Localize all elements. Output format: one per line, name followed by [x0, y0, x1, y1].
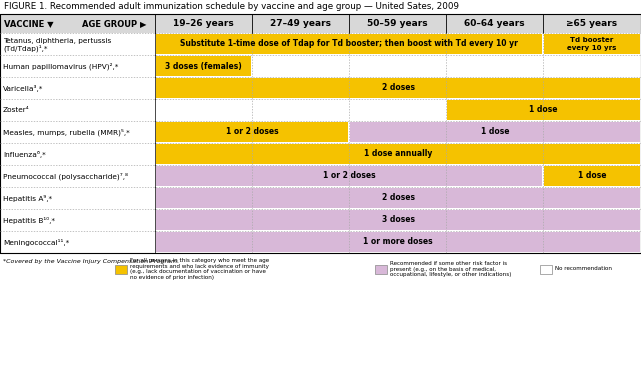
Bar: [0, 187, 641, 209]
Text: 60–64 years: 60–64 years: [464, 19, 525, 28]
Text: 1 dose: 1 dose: [481, 128, 509, 137]
Bar: [0, 231, 641, 253]
Text: ≥65 years: ≥65 years: [567, 19, 617, 28]
Text: 1 dose: 1 dose: [578, 171, 606, 180]
Text: 1 or 2 doses: 1 or 2 doses: [322, 171, 376, 180]
Text: 2 doses: 2 doses: [381, 83, 415, 93]
Text: No recommendation: No recommendation: [555, 266, 612, 272]
Text: every 10 yrs: every 10 yrs: [567, 45, 617, 51]
Bar: [544, 166, 640, 186]
Text: Hepatitis A⁹,*: Hepatitis A⁹,*: [3, 195, 52, 202]
Bar: [447, 100, 640, 120]
Bar: [115, 264, 127, 273]
Bar: [0, 99, 641, 121]
Bar: [156, 188, 640, 208]
Bar: [156, 144, 640, 164]
Text: 1 dose: 1 dose: [529, 106, 558, 115]
Bar: [375, 264, 387, 273]
Text: Pneumococcal (polysaccharide)⁷,⁸: Pneumococcal (polysaccharide)⁷,⁸: [3, 172, 128, 180]
Bar: [0, 121, 641, 143]
Bar: [156, 78, 640, 98]
Bar: [540, 264, 552, 273]
Bar: [0, 143, 641, 165]
Bar: [156, 56, 251, 76]
Text: Measles, mumps, rubella (MMR)⁵,*: Measles, mumps, rubella (MMR)⁵,*: [3, 128, 129, 136]
Text: Human papillomavirus (HPV)²,*: Human papillomavirus (HPV)²,*: [3, 62, 119, 70]
Text: 2 doses: 2 doses: [381, 193, 415, 202]
Text: 27–49 years: 27–49 years: [270, 19, 331, 28]
Text: Influenza⁶,*: Influenza⁶,*: [3, 151, 46, 157]
Text: Recommended if some other risk factor is
present (e.g., on the basis of medical,: Recommended if some other risk factor is…: [390, 261, 512, 277]
Bar: [156, 122, 348, 142]
Bar: [544, 34, 640, 54]
Text: Td booster: Td booster: [570, 38, 613, 44]
Bar: [156, 210, 640, 230]
Text: Substitute 1-time dose of Tdap for Td booster; then boost with Td every 10 yr: Substitute 1-time dose of Tdap for Td bo…: [180, 39, 518, 48]
Text: 1 dose annually: 1 dose annually: [364, 150, 432, 158]
Text: 3 doses (females): 3 doses (females): [165, 61, 242, 71]
Bar: [156, 232, 640, 252]
Bar: [156, 166, 542, 186]
Text: Hepatitis B¹⁰,*: Hepatitis B¹⁰,*: [3, 217, 55, 224]
Text: FIGURE 1. Recommended adult immunization schedule by vaccine and age group — Uni: FIGURE 1. Recommended adult immunization…: [4, 2, 459, 11]
Bar: [0, 165, 641, 187]
Bar: [0, 209, 641, 231]
Text: (Td/Tdap)¹,*: (Td/Tdap)¹,*: [3, 44, 47, 52]
Bar: [0, 14, 641, 253]
Bar: [0, 77, 641, 99]
Text: Tetanus, diphtheria, pertussis: Tetanus, diphtheria, pertussis: [3, 38, 112, 44]
Text: 3 doses: 3 doses: [381, 215, 415, 224]
Text: *Covered by the Vaccine Injury Compensation Program.: *Covered by the Vaccine Injury Compensat…: [3, 259, 179, 264]
Text: Varicella³,*: Varicella³,*: [3, 84, 44, 92]
Bar: [350, 122, 640, 142]
Text: Meningococcal¹¹,*: Meningococcal¹¹,*: [3, 238, 69, 246]
Text: 1 or 2 doses: 1 or 2 doses: [226, 128, 278, 137]
Text: AGE GROUP ▶: AGE GROUP ▶: [82, 19, 147, 28]
Bar: [0, 33, 641, 55]
Bar: [0, 55, 641, 77]
Text: 50–59 years: 50–59 years: [367, 19, 428, 28]
Text: Zoster⁴: Zoster⁴: [3, 107, 29, 113]
Bar: [156, 34, 542, 54]
Bar: [0, 14, 641, 33]
Text: For all persons in this category who meet the age
requirements and who lack evid: For all persons in this category who mee…: [130, 258, 269, 280]
Text: 1 or more doses: 1 or more doses: [363, 237, 433, 247]
Text: VACCINE ▼: VACCINE ▼: [4, 19, 54, 28]
Text: 19–26 years: 19–26 years: [173, 19, 234, 28]
